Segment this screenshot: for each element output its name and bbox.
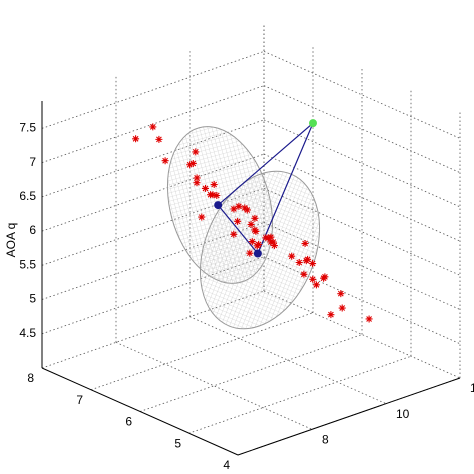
star-point bbox=[149, 123, 157, 131]
z-tick-label: 5.5 bbox=[19, 257, 36, 271]
star-point bbox=[253, 242, 261, 250]
grid-layer: 4.5 5 5.5 6 6.5 7 7.5 4 5 6 7 8 8 10 12 bbox=[19, 24, 474, 472]
star-point bbox=[251, 226, 259, 234]
mark-layer bbox=[132, 119, 373, 323]
link-line bbox=[257, 122, 314, 254]
grid-line bbox=[41, 290, 265, 369]
star-point bbox=[301, 240, 309, 248]
star-point bbox=[155, 135, 163, 143]
grid-line bbox=[188, 355, 412, 434]
star-point bbox=[234, 217, 242, 225]
star-point bbox=[270, 242, 278, 250]
star-point bbox=[230, 230, 238, 238]
grid-line bbox=[139, 334, 363, 412]
x-tick-label: 8 bbox=[27, 371, 34, 385]
z-tick-label: 7 bbox=[29, 155, 36, 169]
star-point bbox=[193, 179, 201, 187]
grid-line bbox=[115, 341, 313, 430]
z-tick-label: 5 bbox=[29, 292, 36, 306]
star-point bbox=[198, 213, 206, 221]
x-tick-label: 4 bbox=[223, 458, 230, 472]
star-point bbox=[320, 274, 328, 282]
star-point bbox=[207, 191, 215, 199]
star-point bbox=[365, 315, 373, 323]
y-tick-label: 10 bbox=[396, 407, 410, 421]
y-tick-label: 8 bbox=[322, 433, 329, 447]
grid-line bbox=[41, 222, 265, 300]
star-point bbox=[337, 290, 345, 298]
grid-line bbox=[41, 119, 265, 198]
z-tick-label: 4.5 bbox=[19, 326, 36, 340]
dot-point bbox=[253, 249, 262, 258]
star-point bbox=[161, 157, 169, 165]
star-point bbox=[213, 192, 221, 200]
y-tick-label: 12 bbox=[470, 381, 474, 395]
star-point bbox=[235, 202, 243, 210]
star-point bbox=[295, 259, 303, 267]
star-point bbox=[302, 257, 310, 265]
star-point bbox=[202, 184, 209, 192]
grid-line bbox=[41, 153, 265, 232]
y-axis bbox=[237, 377, 461, 456]
star-point bbox=[267, 238, 275, 246]
star-point bbox=[267, 233, 275, 241]
star-point bbox=[247, 220, 255, 228]
star-point bbox=[192, 148, 200, 156]
star-point bbox=[288, 252, 296, 260]
star-point bbox=[309, 275, 317, 283]
x-tick-label: 6 bbox=[125, 415, 132, 429]
star-point bbox=[132, 135, 140, 143]
z-tick-label: 6 bbox=[29, 223, 36, 237]
star-point bbox=[193, 174, 201, 182]
x-tick-label: 5 bbox=[174, 436, 181, 450]
star-point bbox=[338, 304, 346, 312]
star-point bbox=[210, 181, 218, 189]
grid-line bbox=[41, 51, 265, 129]
star-point bbox=[186, 161, 194, 169]
star-point bbox=[241, 204, 249, 212]
dot-point bbox=[214, 201, 223, 210]
link-line bbox=[217, 204, 259, 254]
star-point bbox=[251, 214, 259, 222]
dot-point bbox=[309, 119, 317, 128]
x-axis bbox=[41, 367, 239, 456]
star-point bbox=[312, 281, 320, 289]
ellipsoid bbox=[199, 170, 321, 330]
star-point bbox=[300, 270, 308, 278]
z-axis-label: AOA q bbox=[4, 223, 18, 258]
star-point bbox=[189, 159, 197, 167]
star-point bbox=[309, 260, 317, 268]
star-point bbox=[248, 238, 256, 246]
z-tick-label: 7.5 bbox=[19, 121, 36, 135]
grid-line bbox=[41, 187, 265, 266]
star-point bbox=[262, 234, 270, 242]
grid-line bbox=[41, 256, 265, 335]
star-point bbox=[246, 249, 254, 257]
star-point bbox=[327, 311, 335, 319]
x-tick-label: 7 bbox=[76, 393, 83, 407]
z-tick-label: 6.5 bbox=[19, 189, 36, 203]
grid-line bbox=[90, 312, 314, 391]
star-point bbox=[230, 205, 238, 213]
link-line bbox=[217, 122, 314, 206]
